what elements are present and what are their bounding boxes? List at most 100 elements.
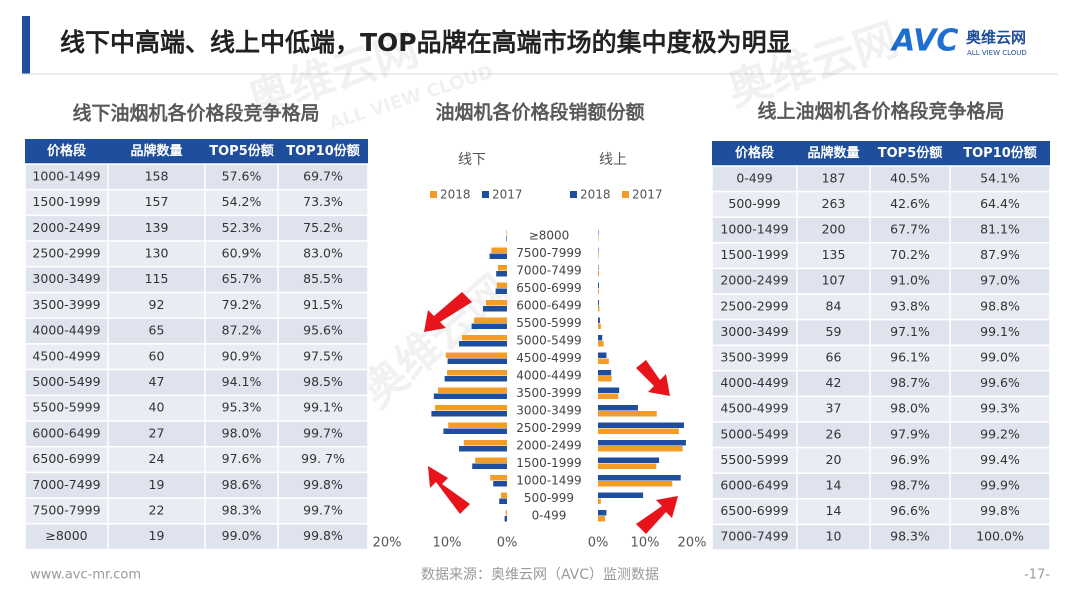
cell: 10 (826, 529, 842, 544)
bar (598, 387, 620, 393)
cell: 47 (149, 374, 165, 389)
bar (459, 446, 507, 452)
table-row (711, 446, 1051, 474)
bar (472, 463, 507, 469)
cell: 14 (826, 478, 842, 493)
cell: 115 (145, 271, 169, 286)
category-label: 1000-1499 (516, 474, 581, 488)
category-label: 1500-1999 (516, 456, 581, 470)
cell: 95.6% (303, 323, 343, 338)
bar (598, 411, 657, 417)
cell: 54.1% (980, 170, 1020, 185)
cell: 4000-4499 (720, 375, 788, 390)
bar (486, 300, 507, 306)
header-cell: TOP5份额 (878, 145, 943, 161)
cell: 1500-1999 (720, 247, 788, 262)
cell: 27 (149, 425, 165, 440)
table-title: 线上油烟机各价格段竞争格局 (757, 100, 1004, 123)
category-label: 7000-7499 (516, 264, 581, 278)
cell: 19 (149, 477, 165, 492)
cell: 22 (149, 502, 165, 517)
bar (445, 352, 507, 358)
cell: 7000-7499 (720, 529, 788, 544)
cell: 98.8% (980, 298, 1020, 313)
x-tick-label: 10% (631, 536, 660, 551)
cell: 6000-6499 (32, 425, 100, 440)
category-label: 500-999 (524, 491, 574, 505)
cell: 57.6% (222, 168, 262, 183)
cell: 98.6% (222, 477, 262, 492)
title-accent (22, 16, 30, 74)
cell: 85.5% (303, 271, 343, 286)
bar (598, 282, 599, 288)
cell: 69.7% (303, 168, 343, 183)
table-title: 线下油烟机各价格段竞争格局 (72, 102, 319, 125)
cell: 98.0% (890, 401, 930, 416)
cell: 5000-5499 (32, 374, 100, 389)
bar (493, 481, 507, 487)
chart-title: 油烟机各价格段销额份额 (435, 101, 644, 124)
cell: 3500-3999 (32, 297, 100, 312)
cell: 0-499 (736, 170, 772, 185)
header-cell: 品牌数量 (807, 145, 859, 161)
cell: 99.6% (980, 375, 1020, 390)
bar (598, 446, 683, 452)
bar (496, 282, 507, 288)
table-row (24, 445, 369, 474)
bar (438, 387, 507, 393)
cell: 52.3% (222, 220, 262, 235)
cell: 87.9% (980, 247, 1020, 262)
table-header (712, 141, 1050, 166)
cell: 98.5% (303, 374, 343, 389)
bar (462, 335, 507, 341)
cell: 6500-6999 (720, 503, 788, 518)
table-row (711, 421, 1051, 449)
bar (506, 236, 507, 242)
cell: 3500-3999 (720, 350, 788, 365)
cell: 75.2% (303, 220, 343, 235)
cell: 99.9% (980, 478, 1020, 493)
header-cell: TOP10份额 (963, 145, 1037, 161)
cell: 4500-4999 (32, 348, 100, 363)
cell: 91.5% (303, 297, 343, 312)
cell: 64.4% (980, 196, 1020, 211)
cell: 19 (149, 528, 165, 543)
cell: 24 (149, 451, 165, 466)
category-label: ≥8000 (529, 229, 570, 243)
legend-swatch (430, 191, 437, 198)
cell: 97.6% (222, 451, 262, 466)
legend-swatch (622, 191, 629, 198)
bar (598, 376, 612, 382)
cell: 5500-5999 (32, 400, 100, 415)
category-label: 5000-5499 (516, 334, 581, 348)
cell: 97.5% (303, 348, 343, 363)
cell: 95.3% (222, 400, 262, 415)
cell: 500-999 (728, 196, 780, 211)
cell: 79.2% (222, 297, 262, 312)
bar (483, 306, 507, 312)
cell: 90.9% (222, 348, 262, 363)
cell: 70.2% (890, 247, 930, 262)
cell: 99.1% (980, 324, 1020, 339)
cell: 84 (826, 298, 842, 313)
header-cell: 品牌数量 (130, 143, 182, 159)
bar (475, 457, 507, 463)
cell: 99.8% (303, 477, 343, 492)
cell: 94.1% (222, 374, 262, 389)
cell: 2000-2499 (720, 273, 788, 288)
cell: 6000-6499 (720, 478, 788, 493)
bar (490, 475, 507, 481)
table-row (24, 368, 369, 397)
bar (598, 475, 681, 481)
x-tick-label: 0% (497, 536, 518, 551)
cell: 3000-3499 (720, 324, 788, 339)
cell: 66 (826, 350, 842, 365)
cell: 99.1% (303, 400, 343, 415)
header-cell: TOP10份额 (286, 143, 360, 159)
cell: 99.8% (303, 528, 343, 543)
header-cell: 价格段 (47, 143, 86, 159)
bar (598, 352, 607, 358)
bar (506, 230, 507, 236)
cell: 99. 7% (301, 451, 345, 466)
category-label: 3500-3999 (516, 386, 581, 400)
